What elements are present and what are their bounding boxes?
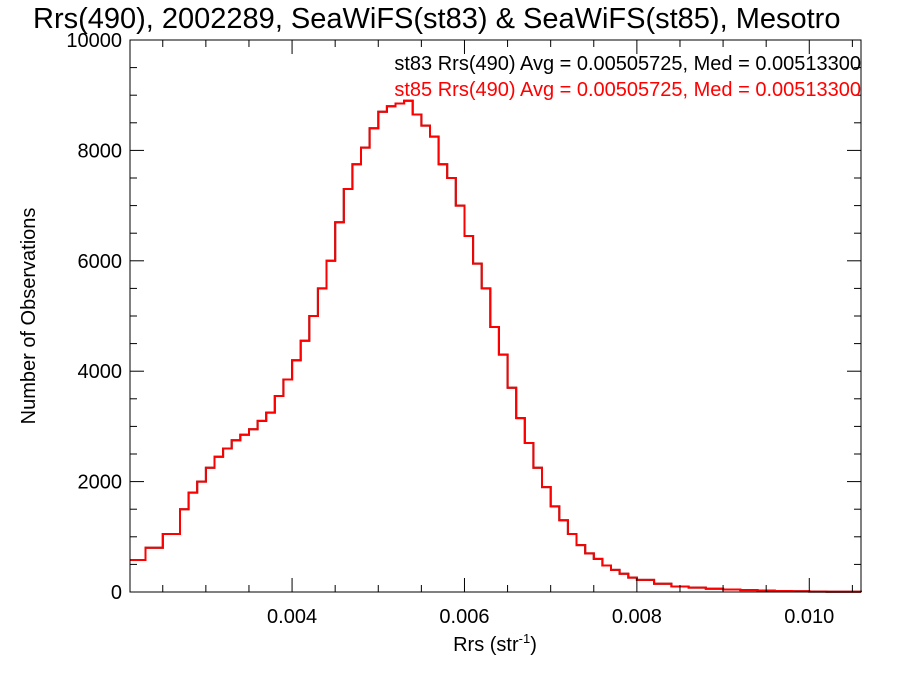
stats-annotation-st85: st85 Rrs(490) Avg = 0.00505725, Med = 0.… [394,79,861,101]
x-axis-label-base: Rrs (str [453,634,519,656]
y-tick-label: 4000 [78,361,123,383]
y-tick-label: 8000 [78,140,123,162]
x-axis-label-superscript: -1 [519,631,531,646]
chart-title: Rrs(490), 2002289, SeaWiFS(st83) & SeaWi… [33,3,840,35]
y-axis-label: Number of Observations [18,208,40,425]
plot-frame [129,39,862,593]
x-tick-label: 0.004 [267,606,317,628]
x-tick-label: 0.010 [784,606,834,628]
y-tick-label: 10000 [66,30,122,52]
series-layer [130,99,862,593]
x-axis-label: Rrs (str-1) [453,631,537,656]
y-tick-label: 0 [111,582,122,604]
x-axis-label-close: ) [530,634,537,656]
series-line-st85 [130,99,862,593]
x-tick-label: 0.006 [439,606,489,628]
stats-annotation-st83: st83 Rrs(490) Avg = 0.00505725, Med = 0.… [394,53,861,75]
x-tick-label: 0.008 [612,606,662,628]
series-line-st83 [130,99,862,593]
y-tick-label: 6000 [78,251,123,273]
y-tick-label: 2000 [78,472,123,494]
ticks-layer: 0 2000 4000 6000 8000 10000 0.004 0.006 0.008 0.0… [66,30,861,628]
